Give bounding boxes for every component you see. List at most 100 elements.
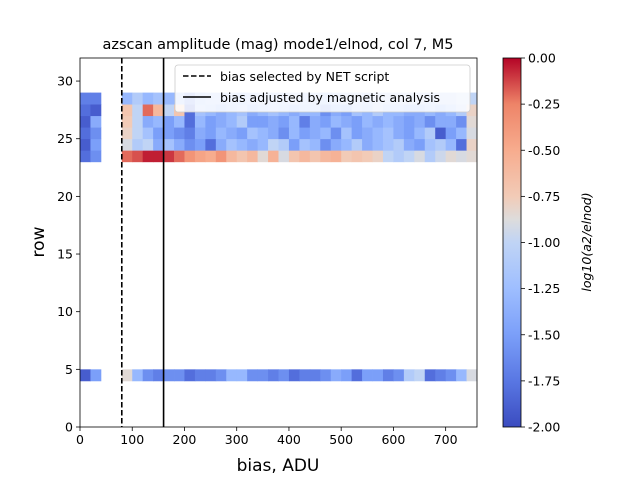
heatmap-cell-row4-bin17: [257, 369, 269, 382]
heatmap-cell-row4-bin11: [194, 369, 206, 382]
heatmap-cell-row26-bin37: [466, 115, 477, 128]
heatmap-cell-row25-bin8: [163, 127, 175, 140]
heatmap-cell-row4-bin1: [90, 369, 102, 382]
heatmap-cell-row4-bin33: [424, 369, 436, 382]
x-tick-label: 500: [329, 432, 353, 447]
heatmap-cell-row24-bin22: [309, 138, 321, 151]
heatmap-cell-row26-bin12: [205, 115, 217, 128]
heatmap-cell-row4-bin25: [341, 369, 353, 382]
heatmap-cell-row28-bin6: [142, 92, 154, 105]
heatmap-cell-row24-bin37: [466, 138, 477, 151]
heatmap-cell-row26-bin33: [424, 115, 436, 128]
heatmap-cell-row27-bin4: [121, 104, 133, 117]
heatmap-cell-row25-bin33: [424, 127, 436, 140]
heatmap-cell-row25-bin37: [466, 127, 477, 140]
heatmap-cell-row24-bin27: [362, 138, 373, 151]
y-tick-label: 5: [65, 362, 73, 377]
heatmap-cell-row23-bin12: [205, 150, 217, 163]
heatmap-cell-row4-bin19: [278, 369, 290, 382]
heatmap-cell-row25-bin21: [299, 127, 311, 140]
heatmap-cell-row24-bin4: [121, 138, 133, 151]
heatmap-cell-row26-bin25: [341, 115, 353, 128]
heatmap-cell-row25-bin23: [320, 127, 332, 140]
heatmap-cell-row23-bin18: [268, 150, 279, 163]
heatmap-cell-row26-bin18: [268, 115, 279, 128]
heatmap-cell-row23-bin8: [163, 150, 175, 163]
heatmap-cell-row24-bin23: [320, 138, 332, 151]
y-axis-label: row: [29, 226, 49, 257]
y-tick-label: 25: [57, 131, 73, 146]
colorbar-ticks: 0.00 -0.25 -0.50 -0.75 -1.00 -1.25 -1.50 -1.75 -…: [521, 51, 560, 435]
heatmap-cell-row25-bin15: [236, 127, 248, 140]
vertical-lines: [120, 58, 165, 427]
heatmap-cell-row4-bin22: [309, 369, 321, 382]
heatmap-cell-row26-bin32: [414, 115, 426, 128]
x-tick-label: 700: [434, 432, 458, 447]
heatmap-cell-row25-bin9: [174, 127, 185, 140]
heatmap-cell-row25-bin35: [445, 127, 457, 140]
heatmap-cell-row26-bin29: [382, 115, 394, 128]
heatmap-cell-row4-bin5: [132, 369, 144, 382]
heatmap-cell-row25-bin28: [372, 127, 384, 140]
heatmap-cell-row4-bin20: [288, 369, 300, 382]
heatmap-cell-row25-bin12: [205, 127, 217, 140]
heatmap-cell-row4-bin8: [163, 369, 175, 382]
heatmap-cell-row24-bin32: [414, 138, 426, 151]
heatmap-cell-row24-bin35: [445, 138, 457, 151]
heatmap-cell-row28-bin37: [466, 92, 477, 105]
heatmap-cell-row26-bin5: [132, 115, 144, 128]
heatmap-cell-row26-bin27: [362, 115, 373, 128]
heatmap-cell-row4-bin23: [320, 369, 332, 382]
heatmap-cell-row26-bin30: [393, 115, 405, 128]
heatmap-cell-row24-bin10: [184, 138, 196, 151]
heatmap-cell-row26-bin34: [435, 115, 447, 128]
heatmap-cell-row4-bin9: [174, 369, 185, 382]
x-tick-label: 100: [120, 432, 144, 447]
heatmap-cell-row23-bin19: [278, 150, 290, 163]
heatmap-cell-row4-bin15: [236, 369, 248, 382]
heatmap-cell-row26-bin31: [403, 115, 415, 128]
y-tick-label: 10: [57, 304, 73, 319]
heatmap-cell-row23-bin17: [257, 150, 269, 163]
heatmap-cell-row23-bin25: [341, 150, 353, 163]
heatmap-cell-row25-bin30: [393, 127, 405, 140]
heatmap-cell-row24-bin9: [174, 138, 185, 151]
heatmap-cell-row25-bin29: [382, 127, 394, 140]
heatmap-cell-row26-bin11: [194, 115, 206, 128]
heatmap-cell-row25-bin16: [247, 127, 259, 140]
heatmap-cell-row24-bin15: [236, 138, 248, 151]
heatmap-cell-row25-bin11: [194, 127, 206, 140]
heatmap-cell-row23-bin22: [309, 150, 321, 163]
heatmap-cell-row25-bin20: [288, 127, 300, 140]
heatmap-cell-row26-bin24: [330, 115, 342, 128]
heatmap-cell-row4-bin0: [80, 369, 91, 382]
y-tick-label: 20: [57, 189, 73, 204]
heatmap-cell-row26-bin0: [80, 115, 91, 128]
legend: bias selected by NET script bias adjuste…: [174, 64, 471, 113]
chart-title: azscan amplitude (mag) mode1/elnod, col …: [102, 37, 453, 53]
heatmap-cell-row23-bin37: [466, 150, 477, 163]
heatmap-cell-row25-bin13: [215, 127, 227, 140]
x-tick-label: 300: [225, 432, 249, 447]
heatmap-cell-row4-bin10: [184, 369, 196, 382]
heatmap-cell-row27-bin8: [163, 104, 175, 117]
heatmap-cell-row24-bin24: [330, 138, 342, 151]
heatmap-cell-row24-bin11: [194, 138, 206, 151]
heatmap-cell-row4-bin21: [299, 369, 311, 382]
heatmap-cell-row26-bin6: [142, 115, 154, 128]
heatmap-cell-row24-bin20: [288, 138, 300, 151]
heatmap-cell-row25-bin19: [278, 127, 290, 140]
colorbar-tick-label: -0.50: [528, 143, 560, 158]
heatmap-cell-row25-bin4: [121, 127, 133, 140]
heatmap-cell-row27-bin1: [90, 104, 102, 117]
y-tick-label: 15: [57, 247, 73, 262]
colorbar-tick-label: -1.50: [528, 327, 560, 342]
heatmap-cell-row23-bin0: [80, 150, 91, 163]
heatmap-cell-row4-bin27: [362, 369, 373, 382]
heatmap-cell-row24-bin19: [278, 138, 290, 151]
heatmap-cell-row27-bin6: [142, 104, 154, 117]
heatmap-cell-row4-bin34: [435, 369, 447, 382]
heatmap-cell-row28-bin1: [90, 92, 102, 105]
heatmap-cell-row23-bin9: [174, 150, 185, 163]
heatmap-cell-row23-bin14: [226, 150, 238, 163]
